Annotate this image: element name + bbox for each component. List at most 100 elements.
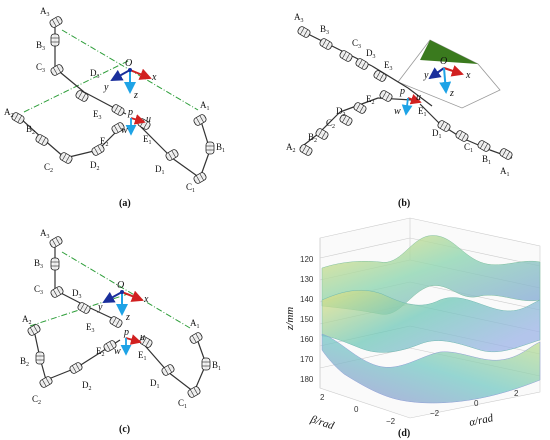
svg-text:x: x (143, 294, 149, 305)
svg-text:2: 2 (320, 393, 325, 402)
svg-text:−2: −2 (386, 417, 396, 426)
svg-text:E2: E2 (100, 136, 109, 148)
caption-b: (b) (398, 198, 410, 209)
svg-text:w: w (121, 125, 128, 136)
svg-text:A1: A1 (200, 100, 210, 112)
svg-text:160: 160 (300, 335, 314, 344)
svg-text:170: 170 (300, 355, 314, 364)
joints-c (26, 235, 211, 399)
plane-shading (420, 40, 478, 64)
svg-text:C2: C2 (326, 118, 335, 130)
svg-text:D1: D1 (150, 378, 160, 390)
labels-c: A3 B3 C3 D3 E3 A2 B2 C2 D2 E2 A1 B1 C1 D… (20, 228, 221, 410)
svg-text:z: z (133, 90, 138, 101)
svg-text:x: x (465, 70, 471, 81)
svg-text:D3: D3 (72, 288, 82, 300)
limbs-c (33, 244, 207, 393)
svg-text:B2: B2 (308, 132, 317, 144)
svg-text:O: O (125, 58, 132, 69)
surface-sheet-2 (321, 290, 541, 353)
svg-text:B3: B3 (34, 258, 43, 270)
beta-axis-ticks: 2 0 −2 (320, 393, 396, 426)
svg-text:E2: E2 (366, 94, 375, 106)
svg-text:y: y (423, 70, 429, 81)
svg-text:u: u (146, 114, 151, 125)
svg-text:0: 0 (354, 405, 359, 414)
svg-text:120: 120 (300, 255, 314, 264)
panel-a: A3 B3 C3 D3 E3 A2 B2 C2 D2 E2 A1 B1 C1 D… (4, 6, 225, 209)
svg-text:E2: E2 (96, 346, 105, 358)
svg-text:2: 2 (514, 389, 519, 398)
svg-text:A3: A3 (294, 12, 304, 24)
svg-text:0: 0 (474, 399, 479, 408)
svg-text:130: 130 (300, 275, 314, 284)
svg-text:C3: C3 (34, 284, 43, 296)
svg-text:A1: A1 (500, 166, 510, 178)
svg-text:x: x (151, 72, 157, 83)
svg-text:y: y (103, 82, 109, 93)
svg-text:E3: E3 (384, 60, 393, 72)
moving-frame-a (125, 114, 146, 136)
caption-c: (c) (119, 424, 130, 435)
svg-text:180: 180 (300, 375, 314, 384)
z-axis-label: z/mm (284, 307, 296, 331)
frames-c (102, 290, 144, 356)
panel-c: A3 B3 C3 D3 E3 A2 B2 C2 D2 E2 A1 B1 C1 D… (20, 228, 221, 435)
svg-text:B1: B1 (212, 360, 221, 372)
svg-text:D1: D1 (432, 128, 442, 140)
svg-text:B1: B1 (216, 142, 225, 154)
svg-text:E1: E1 (143, 134, 152, 146)
svg-text:−2: −2 (430, 409, 440, 418)
caption-a: (a) (119, 198, 131, 209)
svg-text:y: y (97, 302, 103, 313)
z-axis-ticks: 120 130 140 150 160 170 180 (300, 255, 314, 384)
labels-b: A3 B3 C3 D3 E3 A2 B2 C2 D2 E2 A1 B1 C1 D… (286, 12, 510, 178)
svg-text:E3: E3 (93, 109, 102, 121)
svg-text:140: 140 (300, 295, 314, 304)
svg-text:C3: C3 (36, 62, 45, 74)
svg-text:A1: A1 (190, 318, 200, 330)
svg-text:A2: A2 (4, 107, 14, 119)
panel-b: A3 B3 C3 D3 E3 A2 B2 C2 D2 E2 A1 B1 C1 D… (286, 12, 514, 209)
svg-text:C3: C3 (352, 38, 361, 50)
svg-text:E1: E1 (418, 106, 427, 118)
svg-text:A3: A3 (40, 6, 50, 18)
caption-d: (d) (398, 428, 410, 439)
svg-text:B2: B2 (20, 356, 29, 368)
surface-sheet-3 (321, 333, 541, 404)
labels-a: A3 B3 C3 D3 E3 A2 B2 C2 D2 E2 A1 B1 C1 D… (4, 6, 225, 194)
svg-text:A2: A2 (286, 142, 296, 154)
alpha-axis-ticks: −2 0 2 (430, 389, 519, 418)
svg-text:B1: B1 (482, 154, 491, 166)
svg-text:z: z (449, 88, 454, 99)
panel-d: 120 130 140 150 160 170 180 z/mm 2 0 −2 … (284, 217, 541, 439)
svg-text:150: 150 (300, 315, 314, 324)
svg-text:D2: D2 (336, 106, 346, 118)
svg-text:w: w (394, 106, 401, 117)
alpha-axis-label: α/rad (468, 412, 495, 429)
svg-text:O: O (440, 56, 447, 67)
svg-text:B3: B3 (320, 24, 329, 36)
svg-text:C2: C2 (32, 394, 41, 406)
svg-text:C1: C1 (186, 182, 195, 194)
svg-text:u: u (416, 92, 421, 103)
svg-text:D2: D2 (82, 380, 92, 392)
svg-text:O: O (117, 280, 124, 291)
svg-text:u: u (140, 332, 145, 343)
svg-text:p: p (399, 86, 405, 97)
svg-text:p: p (123, 327, 129, 338)
svg-text:C1: C1 (464, 142, 473, 154)
svg-text:B3: B3 (36, 40, 45, 52)
svg-text:D3: D3 (366, 48, 376, 60)
svg-text:E3: E3 (86, 322, 95, 334)
svg-text:D2: D2 (90, 160, 100, 172)
svg-text:w: w (114, 346, 121, 357)
frames-b (401, 65, 464, 116)
reference-plane-lines (23, 28, 199, 113)
svg-text:z: z (125, 312, 130, 323)
svg-text:C1: C1 (178, 398, 187, 410)
svg-text:E1: E1 (138, 350, 147, 362)
beta-axis-label: β/rad (308, 413, 336, 432)
svg-text:A3: A3 (40, 228, 50, 240)
